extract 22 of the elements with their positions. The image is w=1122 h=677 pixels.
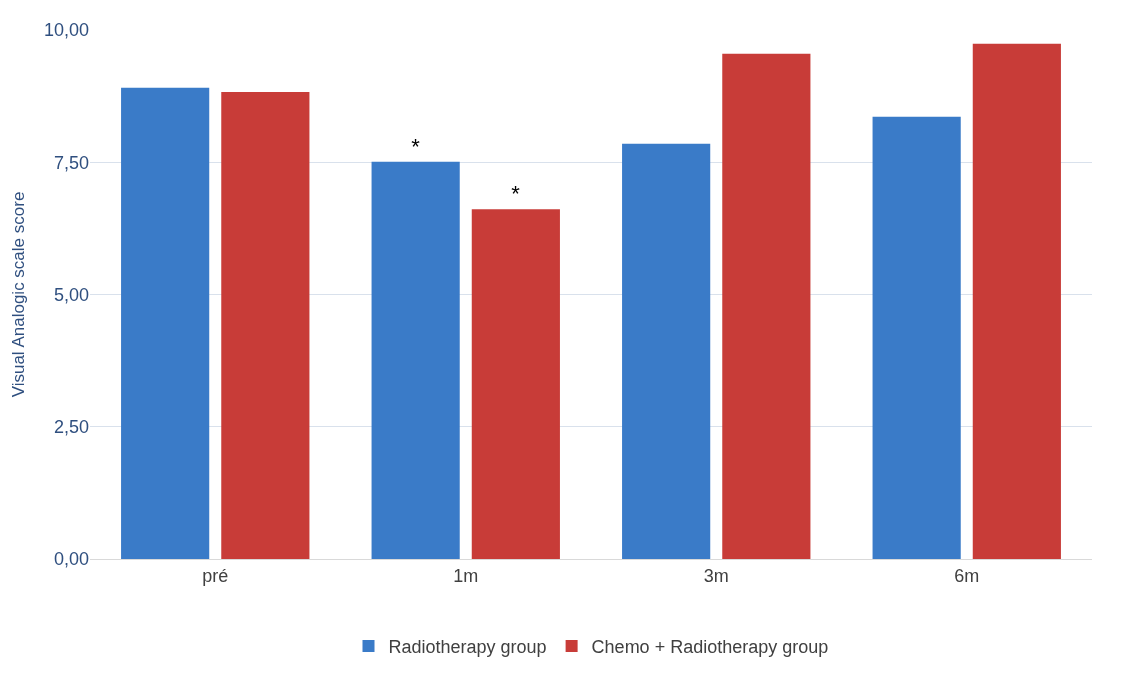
x-tick-label: pré	[202, 565, 229, 586]
y-tick-label: 2,50	[53, 417, 89, 438]
y-tick-label: 7,50	[53, 152, 89, 173]
data-label: *	[511, 181, 521, 207]
bar	[722, 53, 811, 559]
bar	[221, 91, 310, 559]
bar	[121, 87, 210, 559]
y-tick-label: 10,00	[43, 20, 89, 41]
x-tick-label: 6m	[954, 565, 980, 586]
bar	[872, 116, 961, 559]
x-tick-label: 3m	[703, 565, 729, 586]
y-axis-title: Visual Analogic scale score	[8, 191, 28, 398]
y-tick-label: 0,00	[53, 549, 89, 570]
legend-label: Radiotherapy group	[388, 636, 547, 657]
data-label: *	[411, 133, 421, 159]
bar	[471, 209, 560, 559]
legend-label: Chemo + Radiotherapy group	[591, 636, 829, 657]
bar	[972, 43, 1061, 559]
bar	[371, 161, 460, 559]
x-tick-label: 1m	[453, 565, 479, 586]
bar	[622, 143, 711, 559]
y-tick-label: 5,00	[53, 284, 89, 305]
